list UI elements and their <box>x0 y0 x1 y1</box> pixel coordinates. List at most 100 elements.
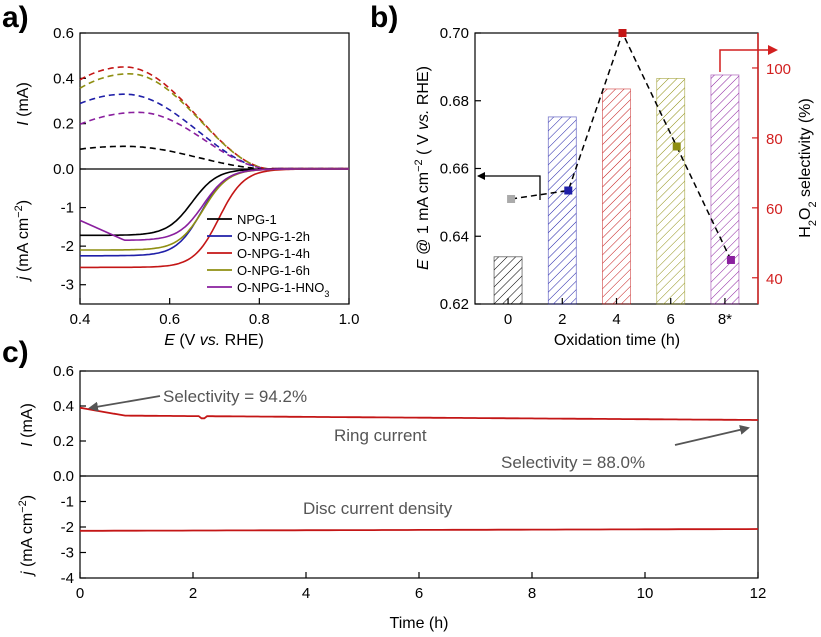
x-tick-label: 0.6 <box>159 311 180 328</box>
y-axis-sub: 2 <box>807 201 819 207</box>
y-tick-label: 0.64 <box>440 228 469 245</box>
legend-subscript: 3 <box>324 289 329 299</box>
x-tick-label: 0.8 <box>249 311 270 328</box>
selectivity-bar-2 <box>547 116 577 305</box>
annotation-ring-current: Ring current <box>334 426 427 445</box>
y-ticks-right-b: 40 60 80 100 <box>752 61 791 288</box>
y-tick-label: 0.70 <box>440 25 469 42</box>
potential-points <box>507 29 735 264</box>
potential-point-8* <box>726 255 735 264</box>
y-ticks-top-c: 0.0 0.2 0.4 0.6 <box>53 363 86 485</box>
panel-label-b: b) <box>370 1 398 34</box>
x-tick-label: 0 <box>504 311 512 328</box>
y-tick-label: -1 <box>61 494 74 511</box>
y-axis-title-bottom-a: j (mA cm−2) <box>13 200 32 282</box>
y-axis-post: selectivity (%) <box>797 98 814 201</box>
x-axis-vs: vs. <box>200 332 220 349</box>
y-tick-label: 0.68 <box>440 93 469 110</box>
ring-curve-o-npg-1-4h <box>79 66 349 170</box>
x-tick-label: 6 <box>667 311 675 328</box>
y-axis-vs: vs. <box>415 110 432 130</box>
y-axis-var: j <box>15 276 32 282</box>
y-axis-unit: (mA) <box>15 82 32 121</box>
y-axis-var: E <box>415 259 432 270</box>
y-axis-close: ) <box>15 200 32 205</box>
y-tick-label: -3 <box>61 545 74 562</box>
potential-point-6 <box>672 142 681 151</box>
x-tick-label: 8* <box>718 311 732 328</box>
x-tick-label: 1.0 <box>339 311 360 328</box>
legend-label: O-NPG-1-2h <box>237 229 310 244</box>
y-axis-var: j <box>19 571 36 577</box>
y-ticks-bottom-c: -1 -2 -3 -4 <box>61 494 86 587</box>
y-tick-label: -2 <box>61 519 74 536</box>
y-tick-label: -2 <box>61 238 74 255</box>
x-tick-label: 10 <box>637 585 654 602</box>
x-tick-label: 4 <box>612 311 620 328</box>
right-axis-pointer <box>719 45 778 72</box>
selectivity-bar-8* <box>710 74 740 305</box>
y-tick-label: 0.62 <box>440 296 469 313</box>
y-axis-close: ) <box>19 495 36 500</box>
y-tick-label: 40 <box>766 271 783 288</box>
y-tick-label: 0.4 <box>53 70 74 87</box>
selectivity-bar-0 <box>493 256 523 305</box>
panel-label-a: a) <box>2 1 29 34</box>
y-tick-label: -4 <box>61 570 74 587</box>
disc-current-curves <box>79 168 349 269</box>
y-axis-unit: (mA) <box>19 403 36 442</box>
annotation-selectivity-end: Selectivity = 88.0% <box>501 453 645 472</box>
y-axis-sub: 2 <box>807 220 819 226</box>
x-axis-var: E <box>164 332 175 349</box>
x-tick-label: 4 <box>302 585 310 602</box>
legend-label: O-NPG-1-6h <box>237 263 310 278</box>
annotation-selectivity-start: Selectivity = 94.2% <box>163 387 307 406</box>
y-tick-label: -3 <box>61 277 74 294</box>
y-tick-label: 0.66 <box>440 161 469 178</box>
x-tick-label: 2 <box>558 311 566 328</box>
potential-point-0 <box>507 194 516 203</box>
panel-c: c) 0.0 0.2 0.4 0.6 -1 -2 -3 -4 0 2 4 6 8 10 12 Selec… <box>2 336 766 632</box>
x-tick-label: 2 <box>189 585 197 602</box>
y-tick-label: 0.2 <box>53 433 74 450</box>
x-tick-label: 0.4 <box>70 311 91 328</box>
y-axis-pre: H <box>797 226 814 238</box>
x-ticks-b: 0 2 4 6 8* <box>504 298 732 328</box>
y-ticks-bottom-a: -1 -2 -3 <box>61 200 86 294</box>
selectivity-bar-4 <box>602 88 631 305</box>
y-tick-label: 0.0 <box>53 161 74 178</box>
y-ticks-top-a: 0.0 0.2 0.4 0.6 <box>53 25 86 178</box>
y-tick-label: 80 <box>766 131 783 148</box>
y-axis-close: RHE) <box>415 66 432 110</box>
left-axis-pointer <box>477 172 541 200</box>
panel-a: a) 0.0 0.2 0.4 0.6 -1 -2 -3 0.4 0.6 0.8 1.0 I (m… <box>2 1 359 349</box>
y-axis-title-top-a: I (mA) <box>15 82 32 126</box>
legend-label: NPG-1 <box>237 212 277 227</box>
x-axis-close: RHE) <box>220 332 264 349</box>
legend-a: NPG-1 O-NPG-1-2h O-NPG-1-4h O-NPG-1-6h O-NPG… <box>207 212 329 299</box>
x-tick-label: 0 <box>76 585 84 602</box>
y-axis-title-bottom-c: j (mA cm−2) <box>17 495 36 577</box>
ring-curve-o-npg-1-hno3 <box>79 111 349 170</box>
disc-curve-o-npg-1-hno3 <box>79 168 349 241</box>
y-tick-label: 0.2 <box>53 116 74 133</box>
y-tick-label: 100 <box>766 61 791 78</box>
x-axis-title-c: Time (h) <box>390 615 449 632</box>
y-tick-label: 0.6 <box>53 363 74 380</box>
ring-curve-o-npg-1-6h <box>79 73 349 170</box>
potential-point-2 <box>564 186 573 195</box>
selectivity-bar-6 <box>656 78 686 305</box>
ring-curve-npg-1 <box>79 145 349 170</box>
y-axis-exponent: −2 <box>413 159 425 172</box>
legend-label: O-NPG-1-4h <box>237 246 310 261</box>
x-axis-title-a: E (V vs. RHE) <box>164 332 264 349</box>
y-tick-label: -1 <box>61 200 74 217</box>
x-ticks-a: 0.4 0.6 0.8 1.0 <box>70 298 360 328</box>
y-axis-unit: (mA cm <box>15 218 32 277</box>
x-tick-label: 8 <box>528 585 536 602</box>
ring-current-trace <box>79 406 758 421</box>
ring-curve-o-npg-1-2h <box>79 93 349 170</box>
arrow-selectivity-start <box>88 395 161 412</box>
y-tick-label: 0.4 <box>53 398 74 415</box>
y-tick-label: 60 <box>766 201 783 218</box>
